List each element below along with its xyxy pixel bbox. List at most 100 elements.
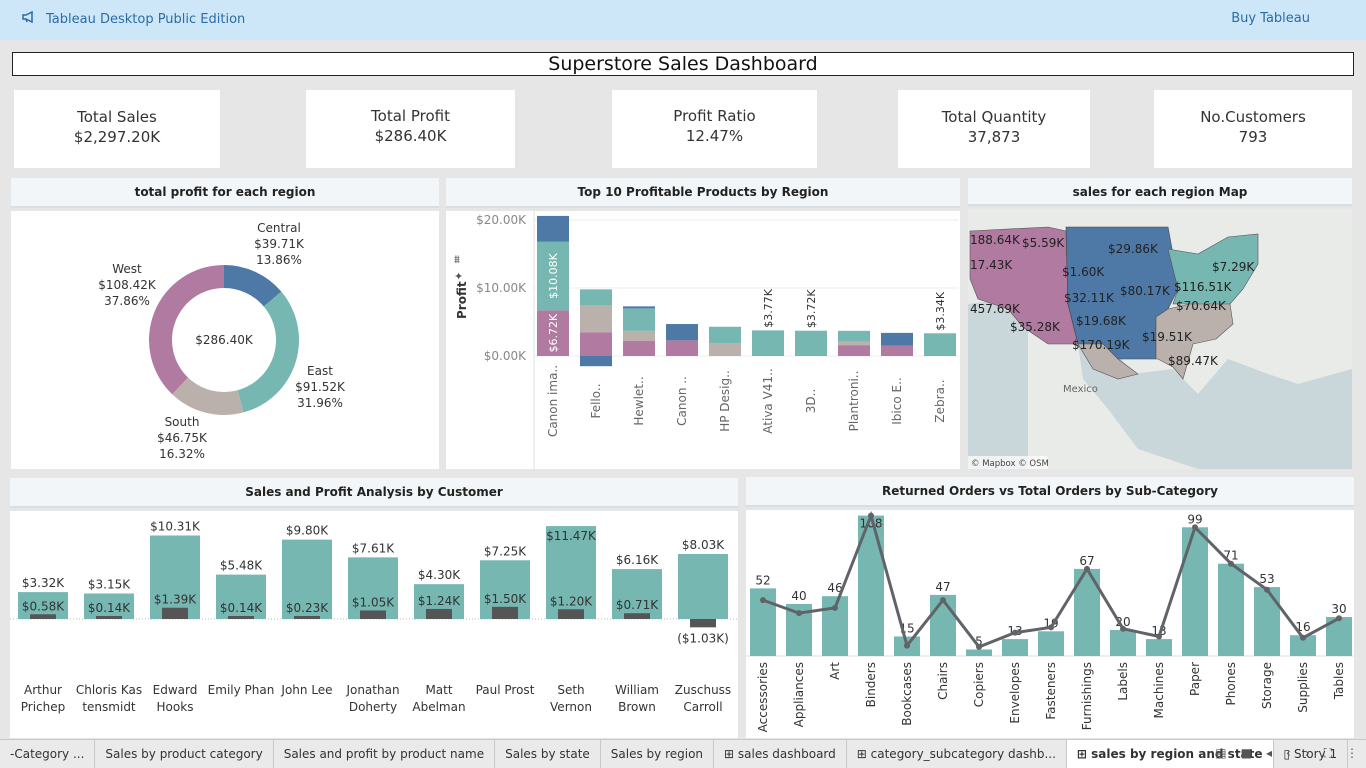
sheet-tab[interactable]: Sales by product category [95,740,274,768]
profit-bar[interactable] [96,616,122,619]
top10-bar-segment[interactable] [838,341,870,346]
sales-bar[interactable] [84,593,134,619]
profit-bar[interactable] [360,610,386,619]
map-panel[interactable]: 188.64K $5.59K $29.86K 17.43K $1.60K $7.29K $1… [968,209,1352,469]
top10-bar-segment[interactable] [580,289,612,305]
returns-point[interactable] [868,512,874,519]
orders-bar[interactable] [1218,563,1244,656]
top10-bar-segment[interactable] [709,326,741,344]
sort-icon[interactable]: ⩩ [454,253,460,266]
returns-point[interactable] [1156,633,1162,640]
returns-point[interactable] [1192,524,1198,531]
top10-bar-segment[interactable] [709,343,741,356]
top10-bar-segment[interactable] [795,330,827,356]
orders-bar[interactable] [1182,527,1208,656]
profit-bar[interactable] [228,616,254,619]
orders-bar[interactable] [1254,587,1280,656]
donut-slice-central[interactable] [224,265,282,307]
profit-bar[interactable] [624,613,650,619]
region-map[interactable]: 188.64K $5.59K $29.86K 17.43K $1.60K $7.29K $1… [968,209,1352,469]
returns-point[interactable] [1300,634,1306,641]
profit-bar[interactable] [294,616,320,619]
sheet-tab[interactable]: ⊞ category_subcategory dashb... [847,740,1067,768]
orders-bar[interactable] [1146,639,1172,656]
sheet-tab[interactable]: Sales by region [601,740,715,768]
sheet-tab[interactable]: -Category ... [0,740,96,768]
top10-bar-segment[interactable] [838,345,870,356]
top10-bar-segment[interactable] [580,356,612,367]
sales-bar[interactable] [348,557,398,619]
sales-bar[interactable] [546,526,596,619]
pin-icon[interactable]: ✦ [454,270,463,283]
top10-bar-segment[interactable] [580,305,612,333]
returns-point[interactable] [904,642,910,649]
profit-bar[interactable] [492,606,518,619]
top10-bar-segment[interactable] [666,324,698,341]
returns-point[interactable] [976,643,982,650]
returns-chart[interactable]: 52Accessories40Appliances46Art108Binders… [746,510,1354,738]
top10-chart[interactable]: $20.00K $10.00K $0.00K Profit ⩩ ✦ Canon ima.. $… [446,211,960,469]
buy-tableau-link[interactable]: Buy Tableau [1231,11,1310,26]
returns-point[interactable] [1120,625,1126,632]
prev-sheet-icon[interactable]: ‹ [1285,746,1291,760]
orders-bar[interactable] [1038,631,1064,656]
returns-point[interactable] [1336,615,1342,622]
top10-bar-segment[interactable] [623,308,655,331]
sheet-tab[interactable]: ⊞ sales dashboard [714,740,847,768]
returns-point[interactable] [760,597,766,604]
returns-point[interactable] [1264,586,1270,593]
donut-slice-east[interactable] [237,291,299,413]
top10-bar-segment[interactable] [623,330,655,342]
sheet-tab[interactable]: Sales and profit by product name [274,740,496,768]
orders-bar[interactable] [930,594,956,656]
top10-bar-segment[interactable] [666,340,698,356]
profit-bar[interactable] [558,609,584,619]
sales-bar[interactable] [282,539,332,619]
customer-chart-panel[interactable]: $3.32K $0.58K Arthur Prichep $3.15K $0.14K Chl… [10,511,738,738]
more-icon[interactable]: ⋮ [1346,746,1358,760]
donut-slice-south[interactable] [172,377,244,415]
top10-bar-segment[interactable] [881,332,913,346]
donut-chart-panel[interactable]: $286.40K Central $39.71K 13.86% East $91.52K 3… [11,211,439,469]
top10-bar-segment[interactable] [924,333,956,356]
sales-bar[interactable] [216,574,266,619]
donut-slice-west[interactable] [149,265,224,395]
top10-bar-segment[interactable] [623,306,655,309]
brand[interactable]: Tableau Desktop Public Edition [22,10,245,27]
grid-view-icon[interactable]: ▤ [1215,746,1227,760]
orders-bar[interactable] [1290,635,1316,656]
top10-bar-segment[interactable] [623,341,655,356]
donut-chart[interactable]: $286.40K Central $39.71K 13.86% East $91.52K 3… [11,211,439,469]
profit-bar[interactable] [30,614,56,619]
top10-bar-segment[interactable] [537,215,569,242]
sheet-tab[interactable]: ⊞ sales by region and state [1066,740,1274,768]
profit-bar[interactable] [690,619,716,628]
returns-point[interactable] [1012,629,1018,636]
fullscreen-icon[interactable]: ⛶ [1323,746,1332,760]
orders-bar[interactable] [1110,630,1136,656]
returns-point[interactable] [1084,565,1090,572]
top10-bar-segment[interactable] [537,310,569,356]
sales-bar[interactable] [678,553,728,619]
returns-point[interactable] [1228,560,1234,567]
customer-chart[interactable]: $3.32K $0.58K Arthur Prichep $3.15K $0.14K Chl… [10,511,738,738]
top10-bar-segment[interactable] [752,330,784,356]
sheet-tab[interactable]: Sales by state [495,740,601,768]
first-sheet-icon[interactable]: ◂ [1265,746,1272,760]
sales-bar[interactable] [150,535,200,619]
top10-bar-segment[interactable] [537,241,569,311]
returns-point[interactable] [832,604,838,611]
top10-chart-panel[interactable]: $20.00K $10.00K $0.00K Profit ⩩ ✦ Canon ima.. $… [446,211,960,469]
returns-chart-panel[interactable]: 52 Accessories 40 Appliances 46 Art 108 Binders… [746,510,1354,738]
orders-bar[interactable] [1002,639,1028,656]
returns-point[interactable] [796,610,802,617]
orders-bar[interactable] [966,649,992,657]
next-sheet-icon[interactable]: › [1304,746,1310,760]
sales-bar[interactable] [612,569,662,619]
returns-point[interactable] [1048,624,1054,631]
profit-bar[interactable] [162,607,188,619]
top10-bar-segment[interactable] [838,330,870,342]
top10-bar-segment[interactable] [580,332,612,356]
filmstrip-icon[interactable]: ■ [1240,746,1252,760]
sheet-tab[interactable]: ▯ Story 1 [1274,740,1349,768]
